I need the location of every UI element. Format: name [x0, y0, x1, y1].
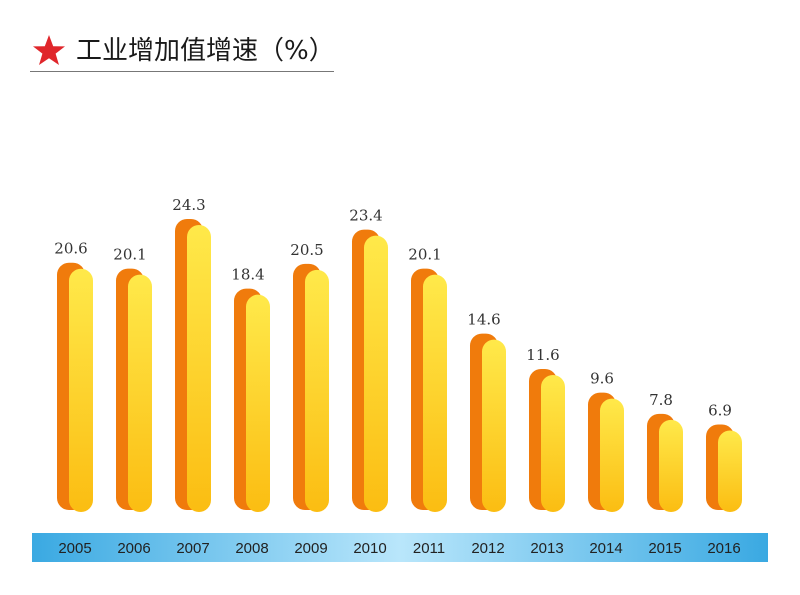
bar-2006 [116, 268, 152, 512]
tick-label-2016: 2016 [707, 540, 740, 557]
chart-header: 工业增加值增速（%） [30, 32, 335, 72]
bar-front-2016 [718, 430, 742, 512]
value-label-2006: 20.1 [113, 246, 146, 264]
value-label-2013: 11.6 [526, 346, 559, 364]
value-label-2011: 20.1 [408, 246, 441, 264]
tick-label-2011: 2011 [413, 540, 445, 557]
bar-2009 [293, 263, 329, 512]
tick-label-2007: 2007 [176, 540, 209, 557]
value-label-2005: 20.6 [54, 240, 87, 258]
tick-label-2015: 2015 [648, 540, 681, 557]
bar-2008 [234, 288, 270, 512]
bar-front-2012 [482, 339, 506, 512]
bars [57, 219, 742, 512]
tick-label-2006: 2006 [117, 540, 150, 557]
tick-label-2008: 2008 [235, 540, 268, 557]
bar-2013 [529, 368, 565, 512]
value-label-2010: 23.4 [349, 207, 382, 225]
bar-front-2013 [541, 374, 565, 512]
bar-front-2010 [364, 235, 388, 512]
bar-front-2014 [600, 398, 624, 512]
value-labels: 20.6 20.1 24.3 18.4 20.5 23.4 20.1 14.6 11.6 9.6 7… [54, 196, 732, 420]
tick-label-2012: 2012 [471, 540, 504, 557]
star-icon [33, 35, 65, 65]
tick-label-2014: 2014 [589, 540, 622, 557]
bar-2010 [352, 229, 388, 512]
value-label-2016: 6.9 [708, 402, 732, 420]
bar-front-2007 [187, 225, 211, 512]
bar-front-2011 [423, 274, 447, 512]
bar-front-2005 [69, 268, 93, 512]
value-label-2015: 7.8 [649, 391, 673, 409]
bar-front-2015 [659, 419, 683, 512]
value-label-2012: 14.6 [467, 311, 500, 329]
bar-front-2008 [246, 294, 270, 512]
bar-2016 [706, 424, 742, 512]
chart-title: 工业增加值增速（%） [76, 36, 335, 66]
value-label-2007: 24.3 [172, 196, 205, 214]
bar-2005 [57, 262, 93, 512]
bar-2011 [411, 268, 447, 512]
tick-label-2013: 2013 [530, 540, 563, 557]
bar-2007 [175, 219, 211, 512]
year-labels: 2005 2006 2007 2008 2009 2010 2011 2012 2013 2014… [58, 540, 740, 557]
x-axis-band [32, 533, 768, 562]
value-label-2009: 20.5 [290, 241, 323, 259]
bar-front-2006 [128, 274, 152, 512]
tick-label-2009: 2009 [294, 540, 327, 557]
value-label-2014: 9.6 [590, 370, 614, 388]
tick-label-2010: 2010 [353, 540, 386, 557]
bar-2014 [588, 392, 624, 512]
bar-front-2009 [305, 269, 329, 512]
tick-label-2005: 2005 [58, 540, 91, 557]
value-label-2008: 18.4 [231, 266, 264, 284]
bar-2012 [470, 333, 506, 512]
title-underline [30, 71, 334, 72]
bar-2015 [647, 413, 683, 512]
